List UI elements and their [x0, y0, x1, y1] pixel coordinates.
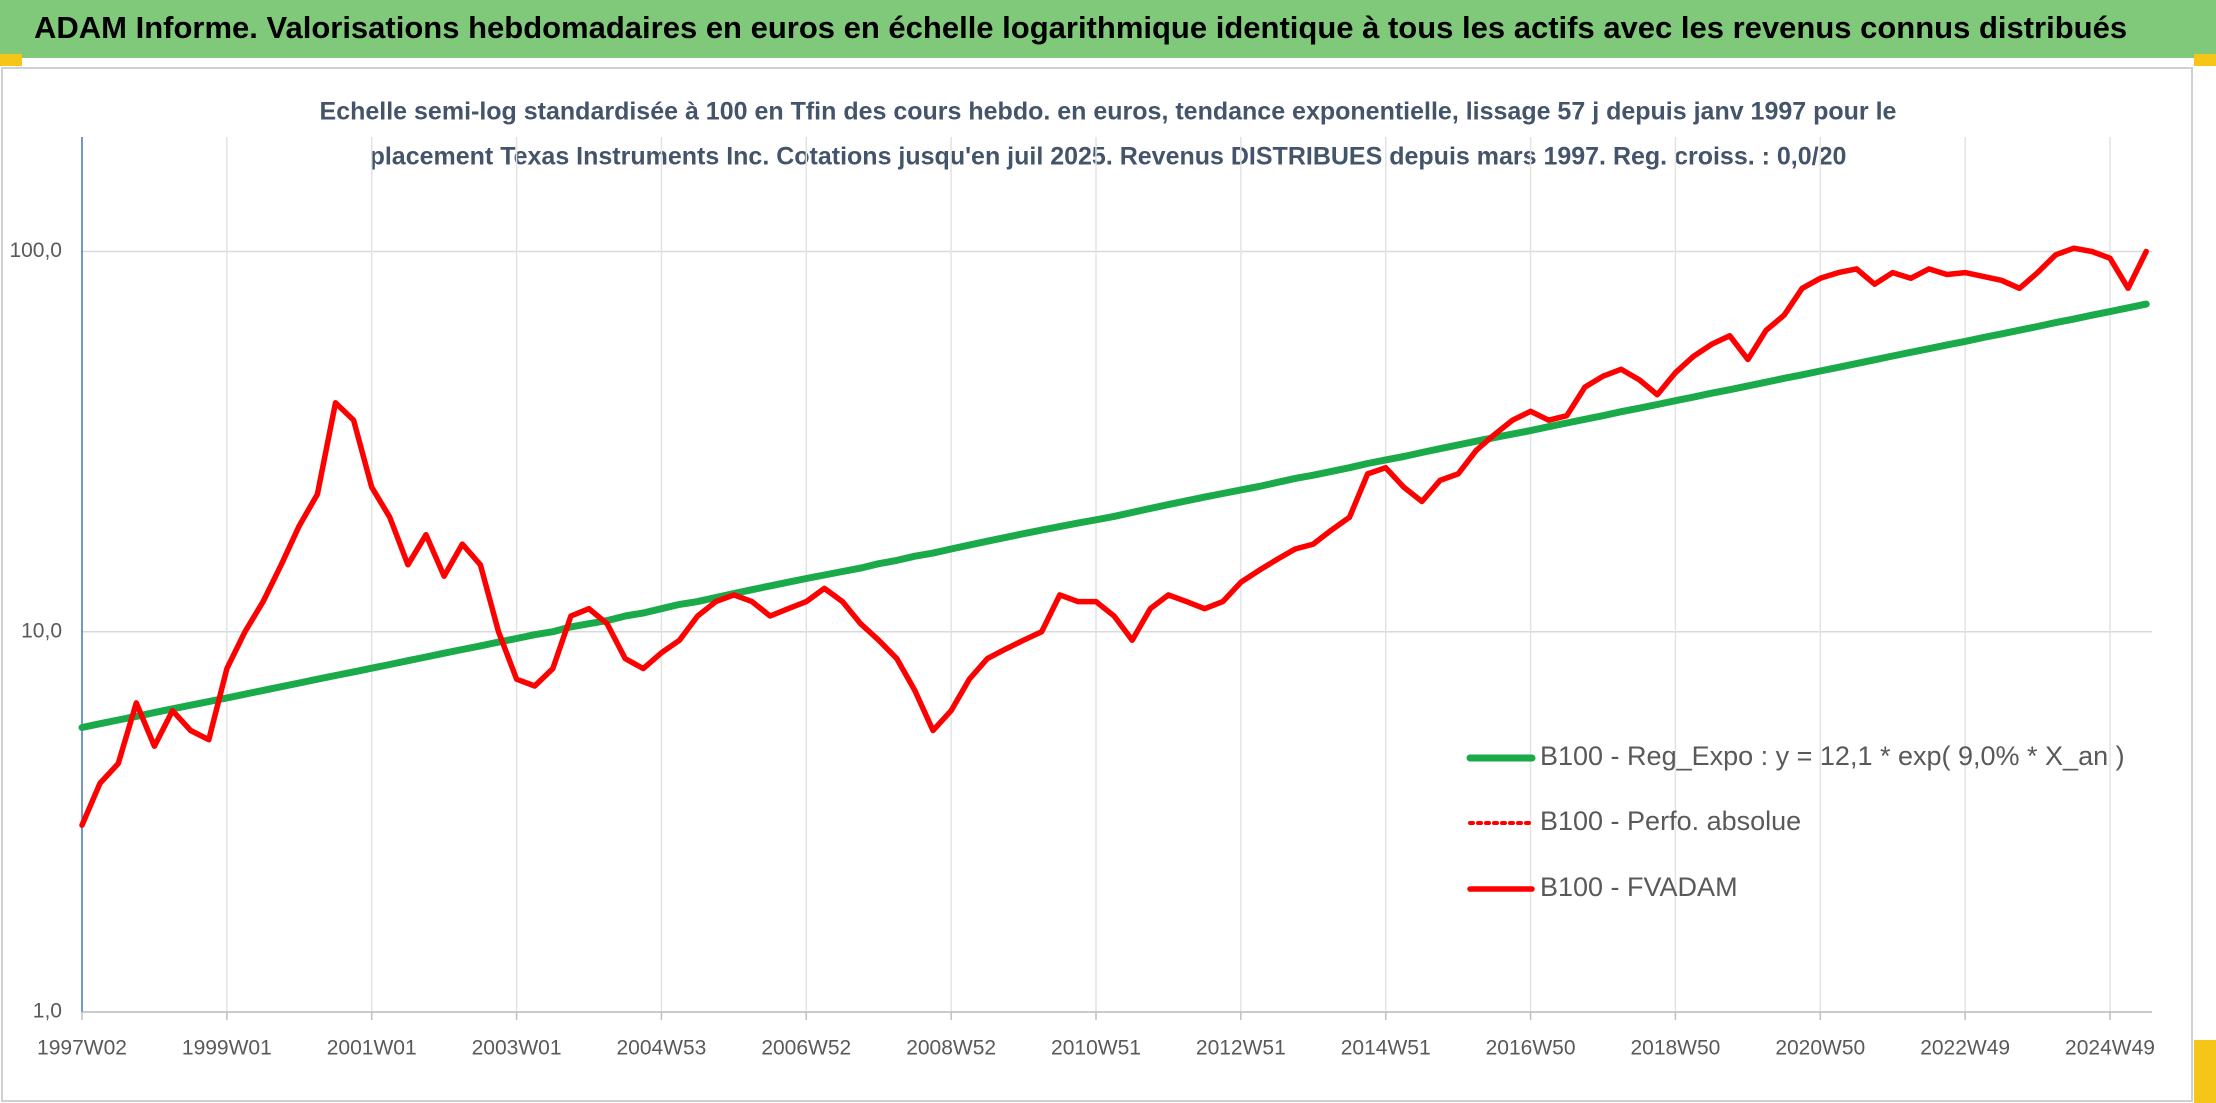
x-tick-label: 2010W51	[1051, 1037, 1141, 1060]
x-tick-label: 2012W51	[1196, 1037, 1286, 1060]
y-tick-label: 10,0	[21, 619, 62, 642]
x-tick-label: 2020W50	[1775, 1037, 1865, 1060]
x-tick-label: 2006W52	[761, 1037, 851, 1060]
legend-label: B100 - Perfo. absolue	[1540, 806, 1801, 836]
corner-mark	[0, 54, 22, 66]
subtitle: placement Texas Instruments Inc. Cotatio…	[370, 143, 1847, 171]
x-tick-label: 2008W52	[906, 1037, 996, 1060]
subtitle: Echelle semi-log standardisée à 100 en T…	[320, 98, 1897, 126]
x-tick-label: 2016W50	[1486, 1037, 1576, 1060]
title-banner	[0, 0, 2216, 58]
corner-mark	[2194, 1040, 2216, 1103]
line-series	[79, 245, 2149, 828]
corner-mark	[2194, 54, 2216, 66]
y-tick-label: 1,0	[33, 1000, 62, 1023]
x-tick-label: 2018W50	[1630, 1037, 1720, 1060]
x-tick-label: 1997W02	[37, 1037, 127, 1060]
chart-frame	[1, 67, 2193, 1102]
legend-label: B100 - Reg_Expo : y = 12,1 * exp( 9,0% *…	[1540, 741, 2125, 771]
chart-title: ADAM Informe. Valorisations hebdomadaire…	[34, 10, 2127, 45]
x-tick-label: 2024W49	[2065, 1037, 2155, 1060]
line-series	[78, 300, 2150, 731]
x-tick-label: 2003W01	[472, 1037, 562, 1060]
x-tick-label: 2001W01	[327, 1037, 417, 1060]
x-tick-label: 1999W01	[182, 1037, 272, 1060]
y-tick-label: 100,0	[9, 239, 62, 262]
x-tick-label: 2014W51	[1341, 1037, 1431, 1060]
legend-label: B100 - FVADAM	[1540, 872, 1738, 902]
x-tick-label: 2004W53	[616, 1037, 706, 1060]
x-tick-label: 2022W49	[1920, 1037, 2010, 1060]
